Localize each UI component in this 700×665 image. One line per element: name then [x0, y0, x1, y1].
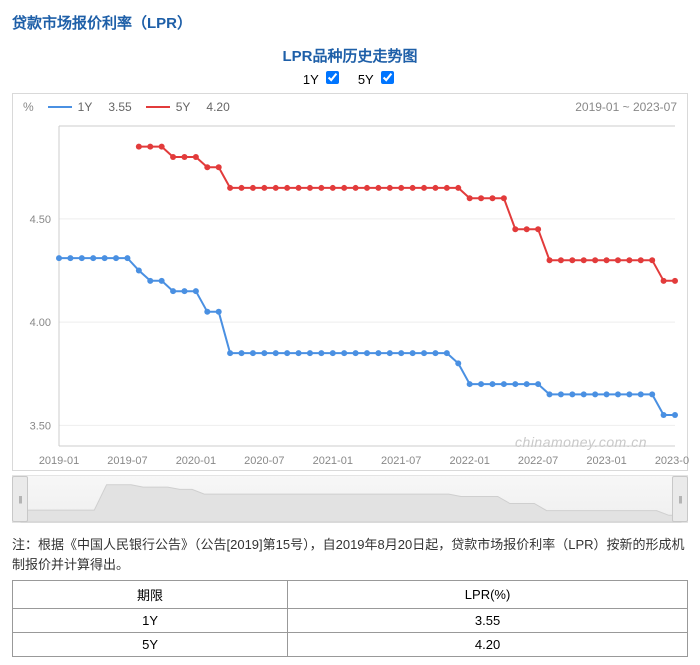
- table-cell: 4.20: [288, 633, 688, 657]
- table-cell: 1Y: [13, 609, 288, 633]
- table-cell: 3.55: [288, 609, 688, 633]
- table-row: 5Y4.20: [13, 633, 688, 657]
- svg-text:2019-07: 2019-07: [107, 455, 147, 467]
- svg-text:2021-01: 2021-01: [313, 455, 353, 467]
- legend: % 1Y 3.55 5Y 4.20: [23, 100, 230, 114]
- brush-svg: [13, 476, 689, 524]
- table-cell: 5Y: [13, 633, 288, 657]
- svg-text:4.50: 4.50: [30, 214, 51, 226]
- legend-value-1y: 3.55: [108, 100, 131, 114]
- table-row: 1Y3.55: [13, 609, 688, 633]
- table-header-term: 期限: [13, 581, 288, 609]
- legend-item-5y[interactable]: 5Y 4.20: [146, 100, 230, 114]
- svg-text:2023-01: 2023-01: [586, 455, 626, 467]
- checkbox-5y[interactable]: 5Y: [358, 72, 397, 87]
- checkbox-1y-input[interactable]: [326, 71, 339, 84]
- lpr-table: 期限 LPR(%) 1Y3.555Y4.20: [12, 580, 688, 657]
- date-range: 2019-01 ~ 2023-07: [575, 100, 677, 114]
- chart-wrap: % 1Y 3.55 5Y 4.20 2019-01 ~ 2023-07 3.50…: [12, 93, 688, 471]
- brush-area[interactable]: [12, 475, 688, 523]
- checkbox-5y-label: 5Y: [358, 72, 374, 87]
- legend-label-5y: 5Y: [176, 100, 191, 114]
- svg-text:2022-01: 2022-01: [449, 455, 489, 467]
- y-unit: %: [23, 100, 34, 114]
- legend-value-5y: 4.20: [206, 100, 229, 114]
- table-header-lpr: LPR(%): [288, 581, 688, 609]
- legend-swatch-5y: [146, 106, 170, 108]
- legend-label-1y: 1Y: [78, 100, 93, 114]
- checkbox-5y-input[interactable]: [381, 71, 394, 84]
- legend-swatch-1y: [48, 106, 72, 108]
- section-title: 贷款市场报价利率（LPR）: [12, 8, 688, 41]
- chart-svg: 3.50 4.00 4.50 2019-01 2019-07 2020-01 2020-07…: [13, 120, 689, 470]
- svg-text:4.00: 4.00: [30, 317, 51, 329]
- plot-area[interactable]: 3.50 4.00 4.50 2019-01 2019-07 2020-01 2020-07…: [13, 120, 687, 470]
- legend-item-1y[interactable]: 1Y 3.55: [48, 100, 132, 114]
- checkbox-1y-label: 1Y: [303, 72, 319, 87]
- svg-text:2020-01: 2020-01: [176, 455, 216, 467]
- brush-handle-left[interactable]: [12, 476, 28, 522]
- svg-text:3.50: 3.50: [30, 420, 51, 432]
- chart-title: LPR品种历史走势图: [12, 45, 688, 66]
- svg-text:2022-07: 2022-07: [518, 455, 558, 467]
- checkbox-row: 1Y 5Y: [12, 68, 688, 87]
- svg-text:2019-01: 2019-01: [39, 455, 79, 467]
- checkbox-1y[interactable]: 1Y: [303, 72, 346, 87]
- chart-header: % 1Y 3.55 5Y 4.20 2019-01 ~ 2023-07: [13, 94, 687, 120]
- svg-text:2020-07: 2020-07: [244, 455, 284, 467]
- footnote: 注：根据《中国人民银行公告》（公告[2019]第15号），自2019年8月20日…: [12, 535, 688, 574]
- svg-text:2023-07: 2023-07: [655, 455, 689, 467]
- brush-handle-right[interactable]: [672, 476, 688, 522]
- svg-text:2021-07: 2021-07: [381, 455, 421, 467]
